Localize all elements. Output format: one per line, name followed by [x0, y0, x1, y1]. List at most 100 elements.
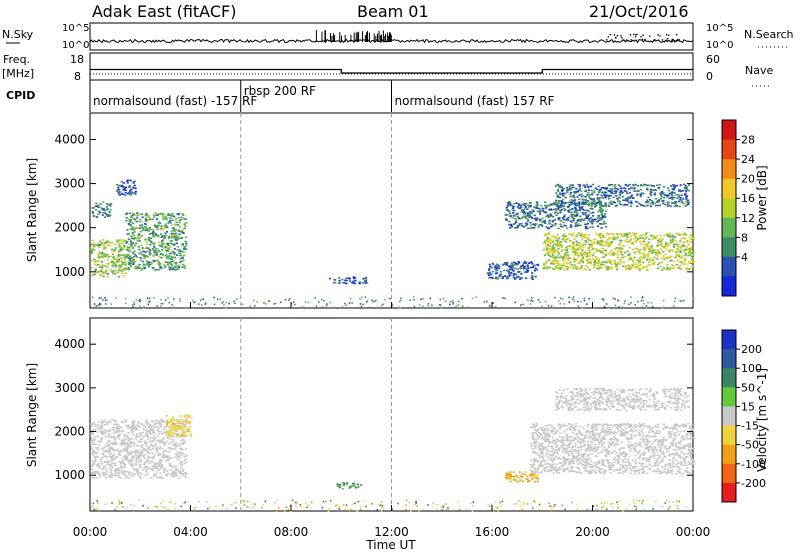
power-region-point [569, 184, 572, 186]
velocity-region-point [158, 469, 161, 471]
power-region-point [581, 203, 584, 205]
power-region-point [544, 201, 547, 204]
power-region-point [565, 252, 568, 254]
power-region-point [137, 240, 140, 243]
power-region-point [97, 256, 100, 259]
power-region-point [593, 189, 596, 192]
power-region-point [507, 277, 510, 279]
power-region-point [166, 263, 169, 266]
velocity-region-point [165, 433, 168, 436]
power-region-point [514, 222, 517, 225]
power-region-point [591, 203, 594, 205]
power-region-point [592, 211, 595, 214]
power-region-point [574, 207, 577, 210]
power-region-point [576, 209, 579, 212]
power-region-point [125, 254, 128, 256]
power-region-point [548, 237, 551, 240]
power-region-point [173, 215, 176, 218]
power-region-point [145, 212, 148, 215]
power-region-point [545, 205, 549, 207]
power-region-point [664, 247, 667, 249]
power-region-point [600, 251, 603, 253]
power-region-point [499, 270, 503, 273]
power-region-point [553, 243, 556, 245]
velocity-region-point [101, 421, 104, 424]
power-region-ground-point [603, 298, 605, 300]
velocity-region-point [605, 427, 608, 430]
power-region-ground-point [568, 296, 570, 299]
velocity-region-point [149, 424, 152, 427]
nsearch-dot [644, 38, 646, 41]
power-region-point [653, 192, 656, 194]
power-region-point [152, 214, 155, 216]
power-region-ground-point [580, 300, 582, 303]
power-region-point [673, 185, 676, 188]
velocity-region-point [534, 438, 537, 441]
velocity-region-point [169, 463, 172, 466]
velocity-region-point [570, 449, 573, 451]
power-region-ground-point [621, 306, 624, 309]
power-region-point [112, 272, 115, 275]
power-region-point [361, 282, 364, 284]
power-region-point [139, 236, 143, 238]
velocity-region-point [182, 427, 185, 429]
power-region-point [587, 234, 590, 236]
power-region-point [600, 232, 603, 235]
power-region-point [656, 245, 659, 248]
power-region-point [574, 215, 577, 218]
velocity-region-point [138, 426, 142, 428]
velocity-region-point [154, 419, 157, 422]
power-region-point [548, 215, 551, 218]
power-region-point [616, 256, 619, 259]
power-region-point [133, 184, 136, 187]
power-region-point [681, 233, 684, 235]
power-region-point [553, 203, 556, 205]
velocity-region-point [507, 478, 510, 480]
power-region-point [656, 251, 659, 253]
power-region-point [533, 214, 536, 217]
power-region-point [145, 214, 148, 216]
power-region-point [102, 275, 105, 278]
power-region-point [145, 217, 148, 220]
power-region-point [587, 204, 590, 206]
power-region-point [625, 234, 628, 236]
velocity-region-point [552, 428, 555, 431]
power-region-ground-point [221, 302, 223, 304]
velocity-region-point [654, 447, 657, 449]
power-region-point [592, 198, 595, 200]
velocity-region-point [576, 466, 579, 469]
power-region-ground-point [133, 303, 136, 305]
power-region-point [515, 273, 518, 276]
power-region-point [91, 259, 94, 262]
velocity-region-point [603, 446, 606, 449]
power-region-point [597, 260, 600, 262]
power-region-point [173, 265, 176, 268]
velocity-region-point [180, 467, 183, 469]
velocity-region-point [110, 476, 113, 479]
power-region-point [601, 256, 604, 258]
power-region-point [562, 198, 565, 201]
velocity-region-point [153, 439, 156, 442]
velocity-region-point [120, 466, 123, 468]
power-region-point [620, 190, 623, 192]
velocity-region-point [164, 442, 167, 445]
velocity-region-point [551, 454, 554, 457]
power-region-point [671, 195, 674, 197]
power-region-point [104, 216, 107, 218]
power-region-point [525, 271, 528, 273]
velocity-region-point [123, 439, 126, 442]
power-region-point [178, 254, 181, 257]
velocity-region-point [534, 432, 537, 434]
velocity-region-point [95, 452, 98, 454]
power-region-point [130, 237, 133, 240]
velocity-region-point [594, 465, 597, 467]
power-region-point [662, 202, 665, 205]
velocity-region-point [507, 475, 510, 477]
velocity-region-point [612, 442, 615, 445]
velocity-region-point [587, 445, 590, 448]
power-region-ground-point [366, 300, 369, 302]
power-region-point [567, 188, 570, 191]
velocity-region-point [535, 423, 538, 425]
velocity-region-point [123, 464, 126, 466]
velocity-region-point [179, 443, 182, 445]
